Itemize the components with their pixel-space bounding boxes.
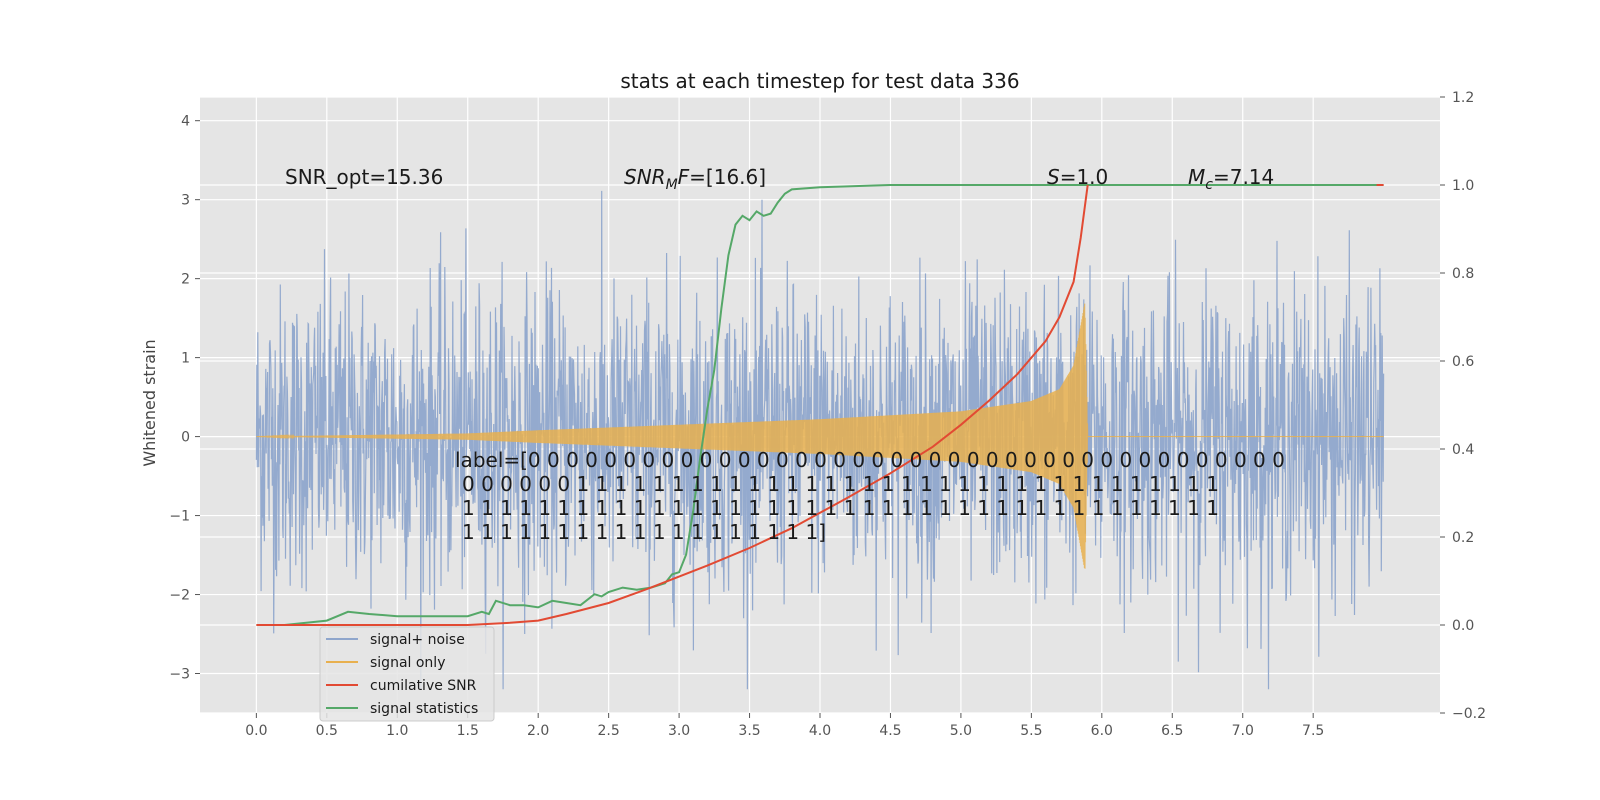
- x-tick-label: 7.5: [1302, 723, 1324, 739]
- annotation-snr-opt: SNR_opt=15.36: [285, 165, 443, 189]
- x-tick-label: 2.0: [527, 723, 549, 739]
- y-tick-label: 1: [181, 351, 190, 367]
- cumulative-snr-line: [256, 184, 1089, 626]
- s-symbol: S: [1047, 165, 1060, 189]
- legend-label-signal-only: signal only: [370, 655, 445, 671]
- y2-tick-label: 1.0: [1452, 178, 1474, 194]
- y2-tick-label: −0.2: [1452, 706, 1486, 722]
- legend-label-signal-noise: signal+ noise: [370, 632, 465, 648]
- x-tick-label: 5.0: [950, 723, 972, 739]
- y-axis-label: Whitened strain: [140, 339, 159, 466]
- y2-tick-label: 0.4: [1452, 442, 1474, 458]
- legend: signal+ noise signal only cumilative SNR…: [319, 626, 495, 722]
- axis-ticks: 0.0 0.5 1.0 1.5 2.0 2.5 3.0 3.5 4.0 4.5 5.0 5.5 6.0 6…: [169, 90, 1486, 739]
- snr-mf-subscript: M: [666, 177, 678, 193]
- snr-mf-symbol: SNR: [624, 165, 666, 189]
- x-tick-label: 2.5: [598, 723, 620, 739]
- x-tick-label: 4.0: [809, 723, 831, 739]
- snr-mf-symbol-2: F: [678, 165, 690, 189]
- series-signal-only: [256, 303, 1384, 569]
- annotation-mc: Mc=7.14: [1188, 165, 1274, 193]
- y-tick-label: 4: [181, 114, 190, 130]
- signal-statistics-line: [256, 184, 1384, 626]
- y-tick-label: 0: [181, 430, 190, 446]
- x-tick-label: 0.5: [316, 723, 338, 739]
- x-tick-label: 1.0: [386, 723, 408, 739]
- x-tick-label: 6.0: [1091, 723, 1113, 739]
- x-tick-label: 1.5: [457, 723, 479, 739]
- x-tick-label: 6.5: [1161, 723, 1183, 739]
- y2-tick-label: 0.2: [1452, 530, 1474, 546]
- y2-tick-label: 0.8: [1452, 266, 1474, 282]
- y-tick-label: −3: [169, 667, 190, 683]
- annotation-s: S=1.0: [1047, 165, 1108, 189]
- y-tick-label: 2: [181, 272, 190, 288]
- annotation-label-line-1: label=[0 0 0 0 0 0 0 0 0 0 0 0 0 0 0 0 0…: [455, 448, 1285, 472]
- annotation-label-line-4: 1 1 1 1 1 1 1 1 1 1 1 1 1 1 1 1 1 1 1]: [462, 520, 826, 544]
- x-tick-label: 3.0: [668, 723, 690, 739]
- snr-mf-value: =[16.6]: [689, 165, 766, 189]
- legend-label-cumulative-snr: cumilative SNR: [370, 678, 477, 694]
- annotation-snr-mf: SNRMF=[16.6]: [624, 165, 766, 193]
- x-tick-label: 4.5: [879, 723, 901, 739]
- y-tick-label: −1: [169, 509, 190, 525]
- y-tick-label: −2: [169, 588, 190, 604]
- legend-box: [319, 626, 495, 722]
- mc-value: =7.14: [1213, 165, 1274, 189]
- x-tick-label: 0.0: [245, 723, 267, 739]
- annotation-label-line-2: 0 0 0 0 0 0 1 1 1 1 1 1 1 1 1 1 1 1 1 1 …: [462, 472, 1219, 496]
- legend-label-signal-statistics: signal statistics: [370, 701, 478, 717]
- mc-symbol: M: [1188, 165, 1205, 189]
- series-lines: [256, 184, 1384, 626]
- y-tick-label: 3: [181, 193, 190, 209]
- y2-tick-label: 1.2: [1452, 90, 1474, 106]
- mc-subscript: c: [1205, 177, 1213, 193]
- y2-tick-label: 0.6: [1452, 354, 1474, 370]
- x-tick-label: 3.5: [738, 723, 760, 739]
- s-value: =1.0: [1060, 165, 1109, 189]
- annotation-label-line-3: 1 1 1 1 1 1 1 1 1 1 1 1 1 1 1 1 1 1 1 1 …: [462, 496, 1219, 520]
- y2-tick-label: 0.0: [1452, 618, 1474, 634]
- signal-only-trace: [256, 303, 1384, 569]
- chart-title: stats at each timestep for test data 336: [620, 69, 1019, 93]
- x-tick-label: 5.5: [1020, 723, 1042, 739]
- x-tick-label: 7.0: [1232, 723, 1254, 739]
